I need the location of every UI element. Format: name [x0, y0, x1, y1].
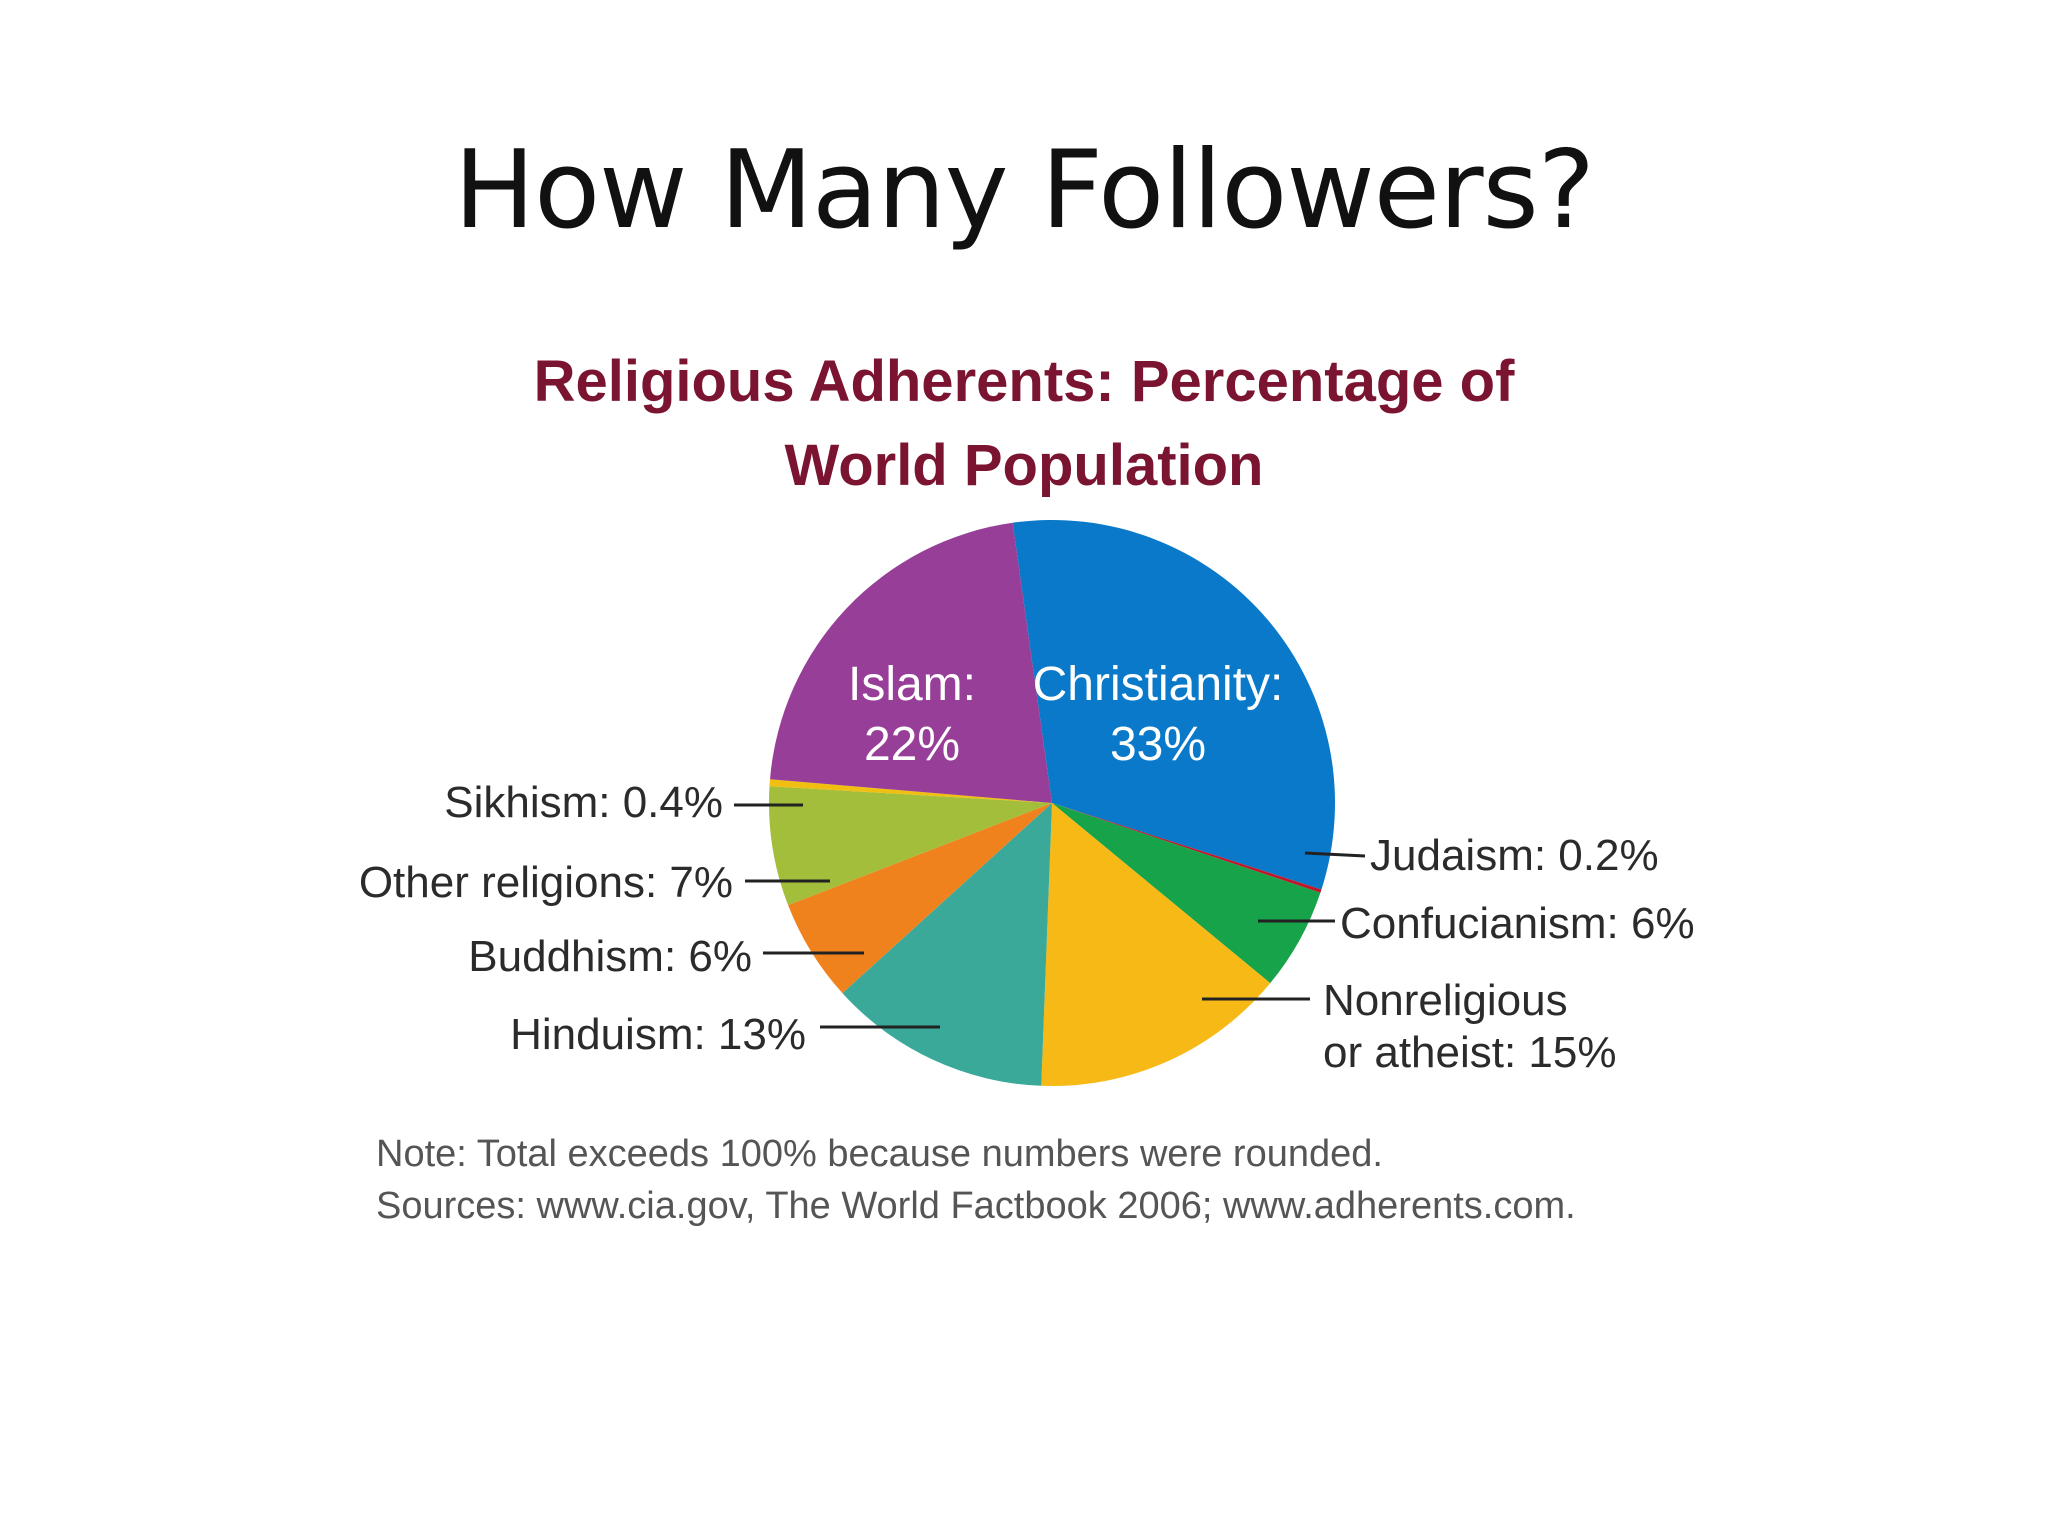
sources-line: Sources: www.cia.gov, The World Factbook… — [376, 1185, 1576, 1227]
pie-slice-buddhism — [788, 803, 1052, 994]
pie-slice-other-religions — [769, 786, 1052, 906]
note-line: Note: Total exceeds 100% because numbers… — [376, 1133, 1383, 1175]
callout-label-other-religions: Other religions: 7% — [359, 858, 733, 907]
pie-slice-judaism — [1052, 803, 1322, 893]
chart-title: Religious Adherents: Percentage of World… — [0, 340, 2048, 508]
pie-slice-islam — [770, 522, 1052, 803]
callout-label-buddhism: Buddhism: 6% — [468, 932, 752, 981]
slice-label-christianity: 33% — [1110, 718, 1206, 771]
callout-label-nonreligious-or-atheist: Nonreligious — [1323, 976, 1568, 1025]
callout-label-nonreligious-or-atheist: or atheist: 15% — [1323, 1028, 1617, 1077]
slice-label-islam: Islam: — [848, 658, 976, 711]
chart-note: Note: Total exceeds 100% because numbers… — [376, 1128, 1576, 1232]
callout-label-hinduism: Hinduism: 13% — [510, 1010, 806, 1059]
slice-label-islam: 22% — [864, 718, 960, 771]
chart-title-line-2: World Population — [784, 433, 1264, 498]
leader-line-judaism — [1304, 851, 1366, 858]
pie-slice-nonreligious-or-atheist — [1041, 803, 1271, 1087]
slice-label-christianity: Christianity: — [1033, 658, 1284, 711]
callout-label-sikhism: Sikhism: 0.4% — [444, 778, 723, 827]
chart-title-line-1: Religious Adherents: Percentage of — [533, 349, 1515, 414]
pie-slice-sikhism — [769, 779, 1052, 803]
pie-slice-confucianism — [1052, 803, 1321, 984]
pie-slices — [769, 519, 1336, 1087]
slide-title: How Many Followers? — [453, 128, 1595, 253]
callout-leader-lines — [734, 803, 1366, 1029]
slice-labels: Christianity: 33% Judaism: 0.2% Confucianis… — [359, 658, 1695, 1077]
pie-slice-christianity — [1012, 519, 1336, 890]
callout-label-confucianism: Confucianism: 6% — [1340, 899, 1695, 948]
pie-slice-hinduism — [842, 803, 1052, 1086]
callout-label-judaism: Judaism: 0.2% — [1370, 831, 1659, 880]
